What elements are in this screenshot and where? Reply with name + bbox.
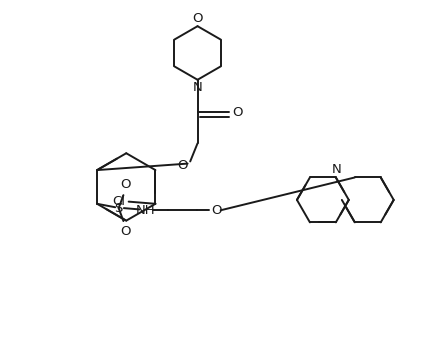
Text: N: N [332, 163, 342, 176]
Text: Cl: Cl [112, 195, 125, 208]
Text: O: O [120, 225, 130, 238]
Text: NH: NH [136, 204, 155, 217]
Text: O: O [177, 159, 187, 172]
Text: O: O [211, 204, 222, 217]
Text: O: O [192, 12, 203, 25]
Text: O: O [120, 178, 130, 191]
Text: S: S [115, 202, 123, 215]
Text: O: O [232, 106, 243, 119]
Text: N: N [193, 81, 202, 94]
